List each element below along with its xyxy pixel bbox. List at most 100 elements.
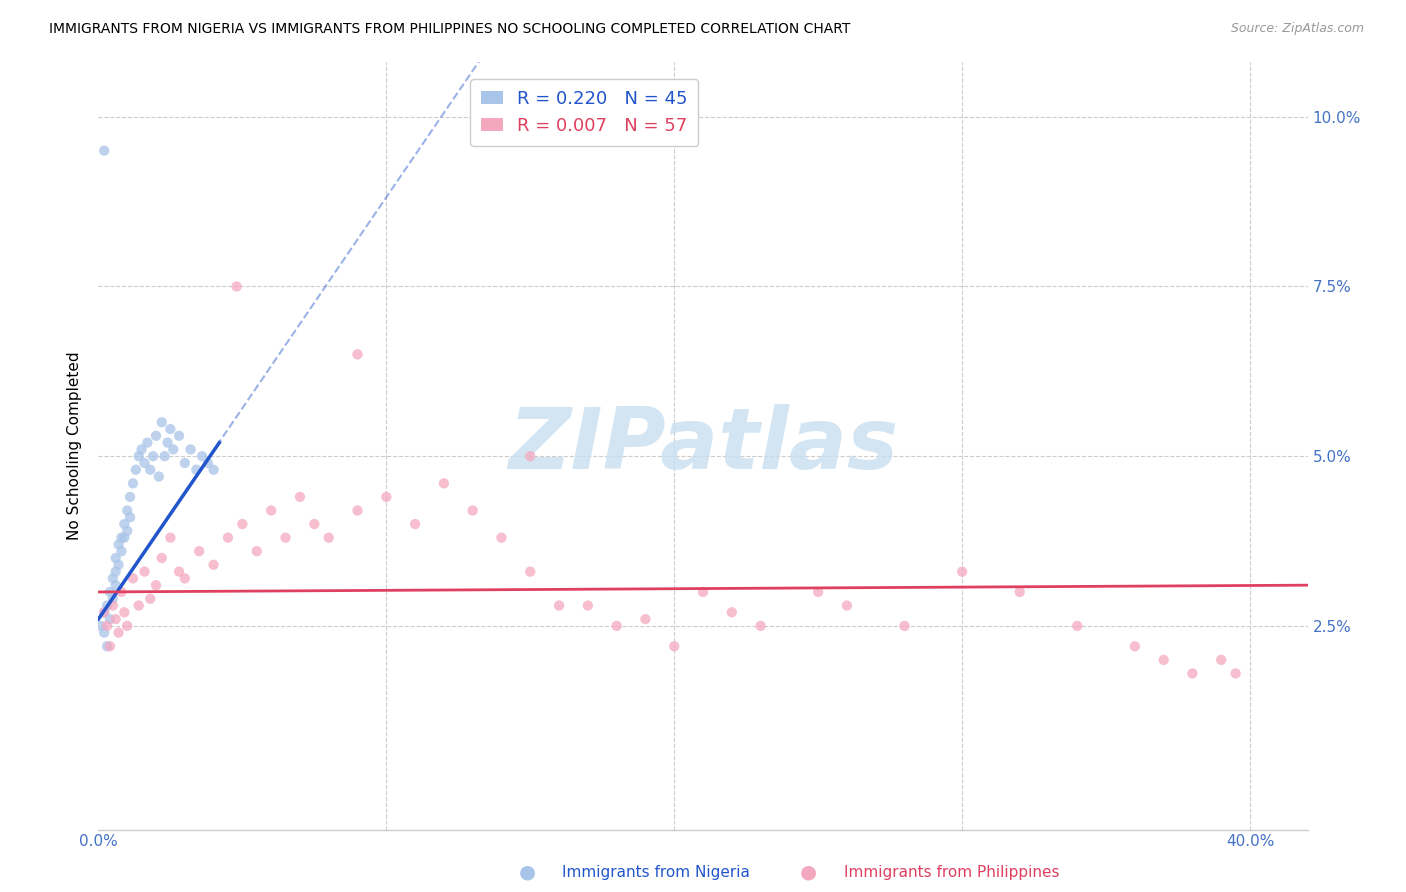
- Point: [1008, 585, 1031, 599]
- Point: [167, 565, 190, 579]
- Point: [246, 544, 269, 558]
- Point: [107, 558, 129, 572]
- Point: [202, 558, 225, 572]
- Point: [93, 605, 115, 619]
- Point: [107, 537, 129, 551]
- Point: [128, 599, 150, 613]
- Point: [1066, 619, 1088, 633]
- Point: [96, 619, 118, 633]
- Point: [90, 619, 112, 633]
- Point: [134, 565, 156, 579]
- Point: [576, 599, 599, 613]
- Point: [231, 517, 253, 532]
- Point: [491, 531, 513, 545]
- Point: [191, 449, 214, 463]
- Point: [122, 476, 145, 491]
- Point: [112, 517, 135, 532]
- Text: Immigrants from Nigeria: Immigrants from Nigeria: [562, 865, 751, 880]
- Point: [1123, 640, 1146, 654]
- Point: [112, 605, 135, 619]
- Point: [1225, 666, 1247, 681]
- Text: ●: ●: [800, 863, 817, 882]
- Point: [1181, 666, 1204, 681]
- Point: [93, 625, 115, 640]
- Point: [120, 510, 142, 524]
- Point: [162, 442, 184, 457]
- Point: [101, 591, 124, 606]
- Point: [125, 463, 148, 477]
- Point: [139, 463, 162, 477]
- Point: [128, 449, 150, 463]
- Point: [173, 571, 195, 585]
- Point: [98, 585, 121, 599]
- Point: [98, 640, 121, 654]
- Point: [115, 619, 138, 633]
- Point: [104, 551, 127, 566]
- Point: [145, 429, 167, 443]
- Point: [304, 517, 326, 532]
- Point: [1153, 653, 1175, 667]
- Point: [260, 503, 283, 517]
- Point: [202, 463, 225, 477]
- Point: [93, 605, 115, 619]
- Point: [93, 144, 115, 158]
- Point: [217, 531, 239, 545]
- Point: [120, 490, 142, 504]
- Point: [950, 565, 973, 579]
- Point: [167, 429, 190, 443]
- Point: [150, 415, 173, 429]
- Point: [115, 503, 138, 517]
- Point: [150, 551, 173, 566]
- Point: [634, 612, 657, 626]
- Point: [180, 442, 202, 457]
- Point: [98, 612, 121, 626]
- Point: [274, 531, 297, 545]
- Point: [115, 524, 138, 538]
- Point: [101, 599, 124, 613]
- Point: [606, 619, 628, 633]
- Point: [225, 279, 247, 293]
- Point: [134, 456, 156, 470]
- Point: [136, 435, 159, 450]
- Text: IMMIGRANTS FROM NIGERIA VS IMMIGRANTS FROM PHILIPPINES NO SCHOOLING COMPLETED CO: IMMIGRANTS FROM NIGERIA VS IMMIGRANTS FR…: [49, 22, 851, 37]
- Point: [110, 585, 132, 599]
- Point: [156, 435, 179, 450]
- Point: [104, 565, 127, 579]
- Point: [692, 585, 714, 599]
- Point: [96, 640, 118, 654]
- Point: [548, 599, 571, 613]
- Point: [749, 619, 772, 633]
- Point: [893, 619, 915, 633]
- Point: [318, 531, 340, 545]
- Point: [346, 503, 368, 517]
- Point: [519, 449, 541, 463]
- Point: [288, 490, 311, 504]
- Point: [186, 463, 208, 477]
- Text: Immigrants from Philippines: Immigrants from Philippines: [844, 865, 1059, 880]
- Point: [142, 449, 165, 463]
- Point: [188, 544, 211, 558]
- Point: [664, 640, 686, 654]
- Point: [720, 605, 742, 619]
- Point: [519, 565, 541, 579]
- Point: [148, 469, 170, 483]
- Point: [1211, 653, 1233, 667]
- Point: [197, 456, 219, 470]
- Point: [173, 456, 195, 470]
- Point: [835, 599, 858, 613]
- Text: Source: ZipAtlas.com: Source: ZipAtlas.com: [1230, 22, 1364, 36]
- Point: [145, 578, 167, 592]
- Point: [159, 531, 181, 545]
- Text: ●: ●: [519, 863, 536, 882]
- Point: [346, 347, 368, 361]
- Point: [104, 612, 127, 626]
- Point: [104, 578, 127, 592]
- Point: [110, 531, 132, 545]
- Point: [139, 591, 162, 606]
- Point: [112, 531, 135, 545]
- Point: [807, 585, 830, 599]
- Point: [101, 571, 124, 585]
- Point: [107, 625, 129, 640]
- Text: ZIPatlas: ZIPatlas: [508, 404, 898, 488]
- Point: [433, 476, 456, 491]
